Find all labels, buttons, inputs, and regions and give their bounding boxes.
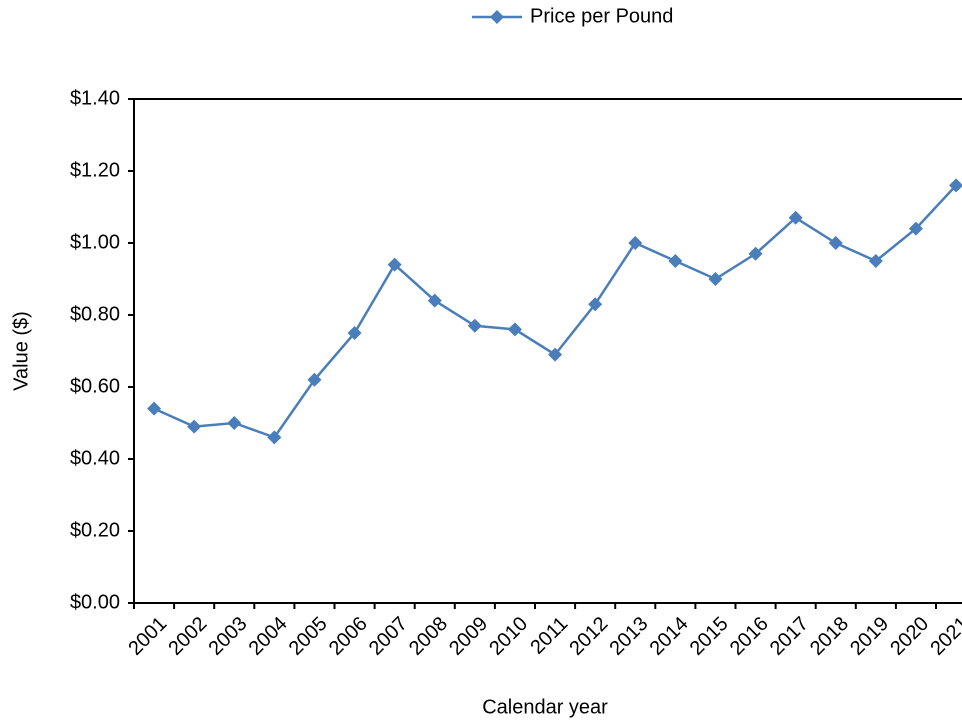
marker <box>668 254 683 268</box>
x-tick-label: 2013 <box>605 613 652 660</box>
x-tick-label: 2014 <box>646 613 693 660</box>
x-tick-label: 2016 <box>726 613 773 660</box>
marker <box>147 401 162 416</box>
marker <box>828 236 843 250</box>
marker <box>187 419 202 434</box>
y-tick-label: $1.40 <box>70 87 120 109</box>
marker <box>227 416 242 430</box>
marker <box>548 347 563 362</box>
x-tick-label: 2010 <box>485 613 532 660</box>
legend-marker <box>490 10 504 24</box>
x-tick-label: 2006 <box>325 613 372 660</box>
x-tick-label: 2002 <box>164 613 211 660</box>
marker <box>748 246 763 261</box>
marker <box>868 254 883 268</box>
line <box>153 184 957 439</box>
marker <box>628 236 643 250</box>
marker <box>387 257 402 272</box>
marker <box>347 326 362 340</box>
x-tick-label: 2001 <box>124 613 171 660</box>
marker <box>708 272 723 286</box>
marker <box>908 221 923 236</box>
marker <box>788 210 803 225</box>
x-tick-label: 2012 <box>565 613 612 660</box>
x-tick-label: 2011 <box>526 613 572 659</box>
marker <box>507 322 522 337</box>
y-tick-label: $0.60 <box>70 375 120 397</box>
x-tick-label: 2003 <box>204 613 251 660</box>
marker <box>307 372 322 387</box>
x-tick-label: 2008 <box>405 613 452 660</box>
marker <box>467 318 482 333</box>
marker <box>588 297 603 312</box>
x-tick-label: 2009 <box>445 613 492 660</box>
marker <box>949 178 962 193</box>
marker <box>427 293 442 308</box>
y-tick-label: $1.00 <box>70 231 120 253</box>
x-axis-title: Calendar year <box>482 696 608 718</box>
x-tick-label: 2021 <box>926 613 962 660</box>
y-tick-label: $0.00 <box>70 591 120 613</box>
x-tick-label: 2017 <box>766 613 813 660</box>
x-tick-label: 2004 <box>245 613 292 660</box>
y-tick-label: $0.40 <box>70 447 120 469</box>
x-tick-label: 2007 <box>365 613 412 660</box>
marker <box>267 430 282 445</box>
x-tick-label: 2018 <box>806 613 853 660</box>
y-tick-label: $0.20 <box>70 519 120 541</box>
x-tick-label: 2015 <box>686 613 733 660</box>
y-axis-title: Value ($) <box>10 311 32 391</box>
y-tick-label: $0.80 <box>70 303 120 325</box>
x-tick-label: 2020 <box>886 613 933 660</box>
x-tick-label: 2005 <box>285 613 332 660</box>
legend-label: Price per Pound <box>530 5 673 27</box>
y-tick-label: $1.20 <box>70 159 120 181</box>
x-tick-label: 2019 <box>846 613 893 660</box>
